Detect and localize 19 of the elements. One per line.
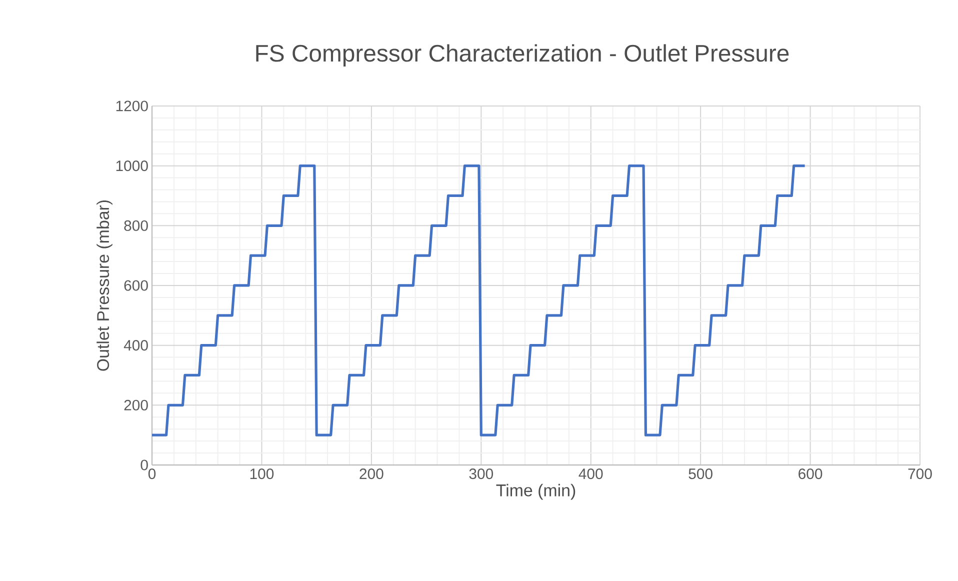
line-series — [152, 164, 806, 436]
y-tick-label: 600 — [124, 280, 148, 291]
y-tick-label: 400 — [124, 340, 148, 351]
chart-title: FS Compressor Characterization - Outlet Pressure — [256, 44, 789, 66]
x-tick-label: 700 — [908, 468, 932, 480]
x-axis-title: Time (min) — [496, 484, 576, 500]
y-tick-label: 1200 — [116, 100, 148, 112]
x-tick-label: 600 — [798, 468, 822, 480]
x-tick-label: 100 — [250, 468, 274, 480]
x-tick-label: 0 — [148, 468, 156, 480]
x-tick-label: 200 — [360, 468, 384, 480]
y-tick-label: 200 — [124, 400, 148, 410]
x-tick-label: 500 — [688, 468, 712, 480]
y-axis-title: Outlet Pressure (mbar) — [96, 200, 112, 371]
x-tick-label: 300 — [469, 468, 494, 480]
x-tick-label: 400 — [578, 468, 603, 480]
y-tick-label: 0 — [140, 460, 148, 470]
y-tick-label: 800 — [124, 220, 148, 231]
y-tick-label: 1000 — [116, 160, 148, 172]
